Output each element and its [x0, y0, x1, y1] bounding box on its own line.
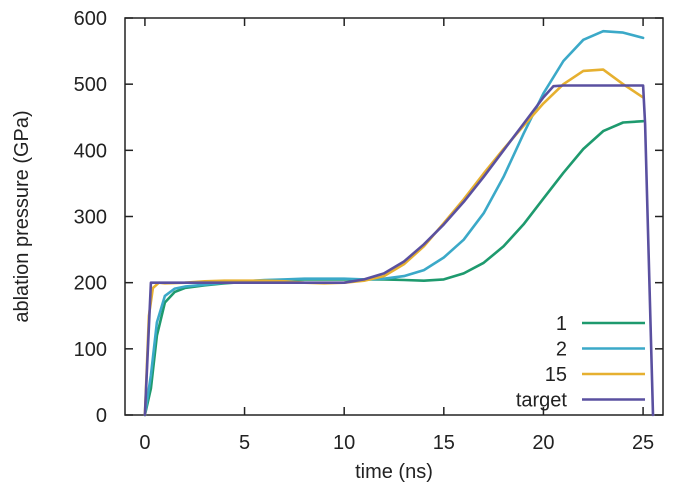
legend-label: 15 [545, 364, 567, 386]
x-tick-label: 25 [632, 432, 654, 454]
series-line-2 [143, 29, 645, 417]
y-tick-label: 400 [74, 140, 107, 162]
legend-label: 2 [556, 339, 567, 361]
y-tick-label: 500 [74, 74, 107, 96]
x-tick-label: 15 [433, 432, 455, 454]
y-tick-label: 0 [96, 405, 107, 427]
x-tick-label: 20 [532, 432, 554, 454]
legend: 1 2 15 target [516, 313, 645, 412]
series-lines [143, 29, 655, 417]
series-line-target [143, 84, 655, 417]
x-tick-label: 0 [139, 432, 150, 454]
y-tick-label: 100 [74, 339, 107, 361]
series-line-15 [143, 68, 645, 417]
x-tick-label: 10 [333, 432, 355, 454]
y-tick-label: 200 [74, 273, 107, 295]
y-tick-label: 300 [74, 207, 107, 229]
legend-label: target [516, 390, 568, 412]
axis-ticks: 0 100 200 300 400 500 600 0 5 10 15 20 25 [74, 8, 663, 454]
y-tick-label: 600 [74, 8, 107, 30]
y-axis-label: ablation pressure (GPa) [11, 110, 33, 322]
x-axis-label: time (ns) [355, 461, 433, 483]
plot-area [124, 17, 664, 416]
x-tick-label: 5 [239, 432, 250, 454]
legend-label: 1 [556, 313, 567, 335]
